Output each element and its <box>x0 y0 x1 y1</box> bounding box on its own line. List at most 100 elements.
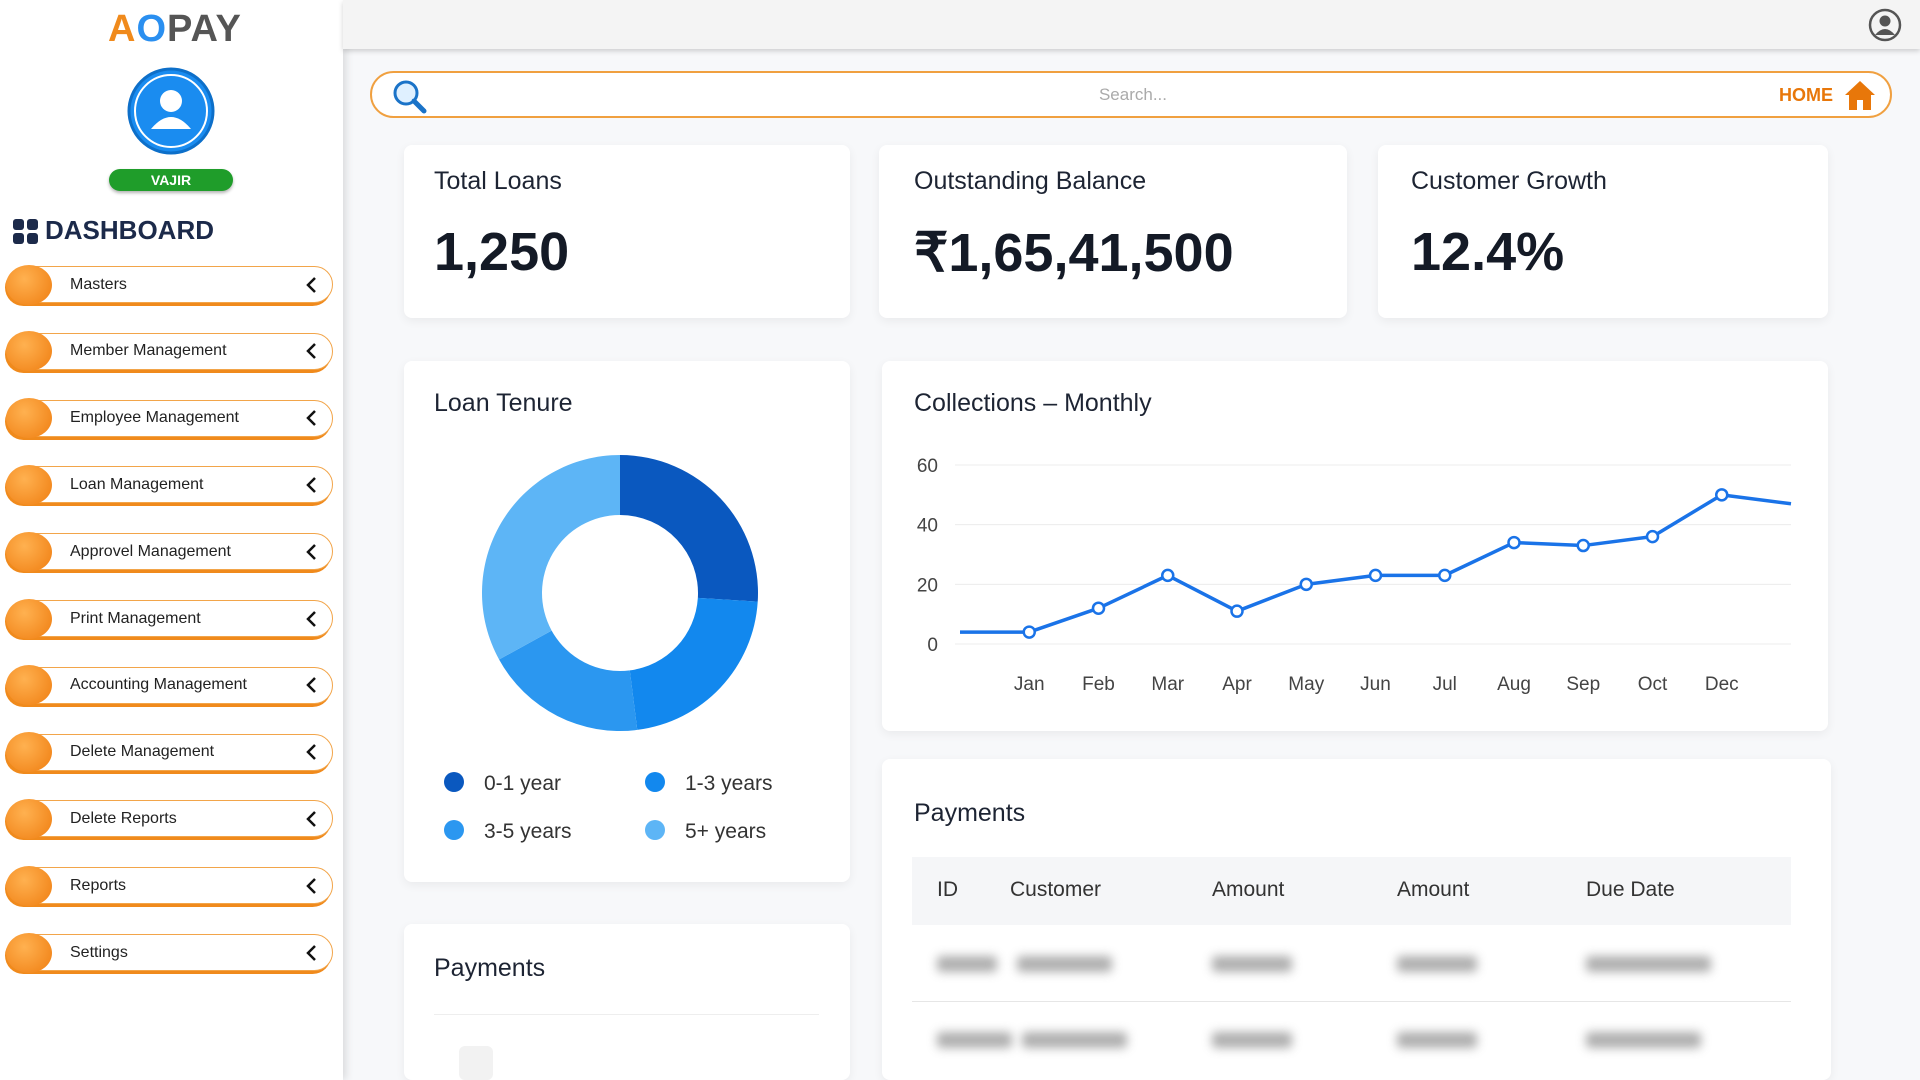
home-icon[interactable] <box>1842 78 1878 112</box>
blurred-cell <box>1017 956 1112 972</box>
menu-icon <box>6 598 52 639</box>
menu-item[interactable]: Masters <box>6 264 333 305</box>
kpi-value: 12.4% <box>1411 222 1565 282</box>
menu-label: Reports <box>70 876 127 894</box>
blurred-cell <box>1586 956 1711 972</box>
divider <box>434 1014 819 1015</box>
menu-icon <box>6 464 52 505</box>
row-divider <box>912 1001 1791 1002</box>
blurred-cell <box>937 956 997 972</box>
sidebar: AOPAY VAJIR DASHBOARD Masters Member Mana… <box>0 0 343 1080</box>
table-header <box>912 857 1791 925</box>
menu-item[interactable]: Employee Management <box>6 398 333 439</box>
chevron-path <box>306 744 316 760</box>
section-title: DASHBOARD <box>45 215 214 245</box>
chevron-path <box>306 610 316 627</box>
chevron-path <box>306 477 316 493</box>
avatar[interactable] <box>127 67 215 155</box>
menu-item[interactable]: Print Management <box>6 598 333 639</box>
chart-card: Collections – Monthly <box>882 361 1828 731</box>
menu-label: Masters <box>70 275 127 293</box>
chevron-path <box>306 811 316 827</box>
logo-pay: PAY <box>167 8 242 50</box>
payments-card: Payments <box>404 924 850 1080</box>
menu-item[interactable]: Approvel Management <box>6 531 333 572</box>
column-header: Customer <box>1010 878 1102 901</box>
top-bar <box>343 0 1920 49</box>
column-header: Amount <box>1212 878 1285 901</box>
menu-label: Delete Reports <box>70 809 177 827</box>
chevron-path <box>306 877 316 894</box>
menu-label: Print Management <box>70 609 201 627</box>
kpi-title: Total Loans <box>434 167 562 195</box>
placeholder <box>459 1046 493 1080</box>
menu-icon <box>6 398 52 439</box>
chart-card: Loan Tenure <box>404 361 850 882</box>
chevron <box>306 610 316 627</box>
column-header: Amount <box>1397 878 1470 901</box>
menu-icon <box>6 264 52 305</box>
menu-item[interactable]: Accounting Management <box>6 665 333 706</box>
table-card: Payments ID Customer Amount Amount Due Date <box>882 759 1831 1080</box>
chevron <box>306 677 316 694</box>
menu-label: Accounting Management <box>70 676 247 694</box>
blurred-cell <box>1586 1032 1701 1048</box>
chevron-path <box>306 343 316 360</box>
menu-label: Member Management <box>70 342 227 360</box>
payments-title: Payments <box>434 954 546 982</box>
home-link[interactable]: HOME <box>1779 85 1833 105</box>
kpi-card: Total Loans 1,250 <box>404 145 850 318</box>
menu-icon <box>6 932 52 973</box>
chevron-path <box>306 276 316 293</box>
menu-label: Approvel Management <box>70 542 231 560</box>
chevron-path <box>306 543 316 560</box>
blurred-cell <box>937 1032 1012 1048</box>
kpi-title: Customer Growth <box>1411 167 1607 195</box>
search-bar[interactable]: Search... HOME <box>370 71 1892 118</box>
kpi-card: Outstanding Balance ₹1,65,41,500 <box>879 145 1347 318</box>
menu-label: Settings <box>70 943 128 961</box>
menu-item[interactable]: Delete Management <box>6 732 333 773</box>
logo-o: O <box>136 8 168 50</box>
menu-icon <box>6 865 52 906</box>
chevron <box>306 811 316 827</box>
menu-icon <box>6 531 52 572</box>
search-placeholder: Search... <box>1098 85 1168 104</box>
chevron <box>306 877 316 894</box>
menu-item[interactable]: Member Management <box>6 331 333 372</box>
blurred-cell <box>1212 1032 1292 1048</box>
blurred-cell <box>1212 956 1292 972</box>
menu-item[interactable]: Delete Reports <box>6 798 333 839</box>
chevron-path <box>306 944 316 961</box>
chevron <box>306 343 316 360</box>
chart-title: Collections – Monthly <box>914 389 1152 417</box>
kpi-value: 1,250 <box>434 222 570 282</box>
search-icon <box>393 80 427 114</box>
menu-item[interactable]: Reports <box>6 865 333 906</box>
kpi-value: ₹1,65,41,500 <box>914 223 1234 283</box>
menu-item[interactable]: Settings <box>6 932 333 973</box>
chevron <box>306 410 316 426</box>
user-icon[interactable] <box>1868 8 1902 42</box>
chevron <box>306 944 316 961</box>
menu-icon <box>6 798 52 839</box>
logo-a: A <box>108 8 137 50</box>
chevron-path <box>306 677 316 694</box>
kpi-card: Customer Growth 12.4% <box>1378 145 1828 318</box>
blurred-cell <box>1022 1032 1127 1048</box>
chevron <box>306 276 316 293</box>
logo: AOPAY <box>108 8 242 51</box>
chevron <box>306 543 316 560</box>
table-title: Payments <box>914 799 1026 827</box>
menu-icon <box>6 732 52 773</box>
menu-label: Loan Management <box>70 475 204 493</box>
user-name: VAJIR <box>109 169 233 191</box>
column-header: Due Date <box>1586 878 1675 901</box>
blurred-cell <box>1397 1032 1477 1048</box>
chevron-path <box>306 410 316 426</box>
menu-label: Employee Management <box>70 409 239 427</box>
column-header: ID <box>937 878 958 901</box>
menu-item[interactable]: Loan Management <box>6 464 333 505</box>
chevron <box>306 744 316 760</box>
